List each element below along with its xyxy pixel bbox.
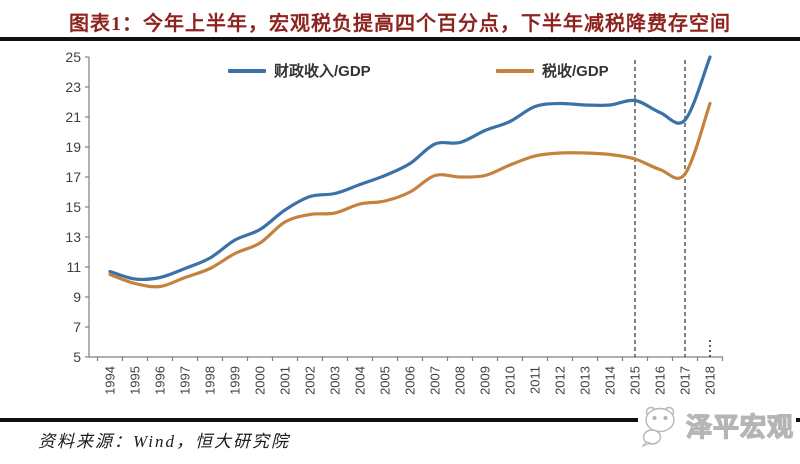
y-tick-label: 7 — [73, 319, 81, 335]
panda-chat-icon — [641, 406, 675, 448]
x-tick-label: 2003 — [328, 366, 343, 395]
y-tick-label: 11 — [66, 259, 81, 275]
x-tick-label: 2006 — [403, 366, 418, 395]
x-tick-label: 1995 — [128, 366, 143, 395]
y-tick-label: 15 — [65, 199, 81, 215]
x-tick-label: 2011 — [528, 366, 543, 394]
x-tick-label: 2002 — [303, 366, 318, 395]
legend-swatch-tax — [496, 68, 534, 73]
x-tick-label: 1994 — [103, 366, 118, 395]
legend-item-tax: 税收/GDP — [496, 60, 609, 81]
y-tick-label: 5 — [73, 349, 81, 365]
legend-label-tax: 税收/GDP — [542, 63, 609, 80]
x-tick-label: 2000 — [253, 366, 268, 395]
y-tick-label: 19 — [65, 139, 81, 155]
y-tick-label: 23 — [65, 79, 81, 95]
source-note: 资料来源：Wind，恒大研究院 — [38, 432, 290, 451]
chart-canvas: 5 7 9 11 13 15 17 19 21 23 25 1994 1995 1996 1997 1998 1… — [65, 49, 724, 395]
y-tick-label: 17 — [65, 169, 81, 185]
x-tick-label: 2004 — [353, 366, 368, 395]
title-divider — [0, 37, 800, 41]
y-tick-label: 25 — [65, 49, 81, 65]
x-tick-label: 2001 — [278, 366, 293, 395]
x-tick-label: 2015 — [628, 366, 643, 395]
y-tick-label: 13 — [65, 229, 81, 245]
x-tick-label: 2014 — [603, 366, 618, 395]
legend-swatch-fiscal-revenue — [228, 68, 266, 73]
chart-title: 图表1：今年上半年，宏观税负提高四个百分点，下半年减税降费存空间 — [69, 13, 731, 35]
x-tick-label: 1997 — [178, 366, 193, 395]
y-tick-label: 21 — [65, 109, 81, 125]
x-tick-label: 2016 — [653, 366, 668, 395]
x-tick-label: 2017 — [678, 366, 693, 395]
x-tick-label: 1999 — [228, 366, 243, 395]
x-tick-label: 2010 — [503, 366, 518, 395]
x-tick-label: 2007 — [428, 366, 443, 395]
legend-item-fiscal-revenue: 财政收入/GDP — [228, 60, 371, 81]
series-line-1 — [108, 101, 712, 289]
y-tick-label: 9 — [73, 289, 81, 305]
x-tick-label: 2013 — [578, 366, 593, 395]
x-tick-label: 2018 — [703, 366, 718, 395]
footer-divider — [0, 418, 800, 422]
x-tick-label: 2012 — [553, 366, 568, 395]
x-tick-label: 2009 — [478, 366, 493, 395]
x-tick-label: 1998 — [203, 366, 218, 395]
watermark-text: 泽平宏观 — [685, 411, 795, 442]
series-line-0 — [108, 55, 712, 282]
x-tick-label: 2008 — [453, 366, 468, 395]
watermark: 泽平宏观 — [638, 399, 796, 451]
line-chart: 5 7 9 11 13 15 17 19 21 23 25 1994 1995 1996 1997 1998 1… — [0, 42, 800, 417]
x-tick-label: 2005 — [378, 366, 393, 395]
legend-label-fiscal-revenue: 财政收入/GDP — [274, 63, 371, 80]
x-tick-label: 1996 — [153, 366, 168, 395]
